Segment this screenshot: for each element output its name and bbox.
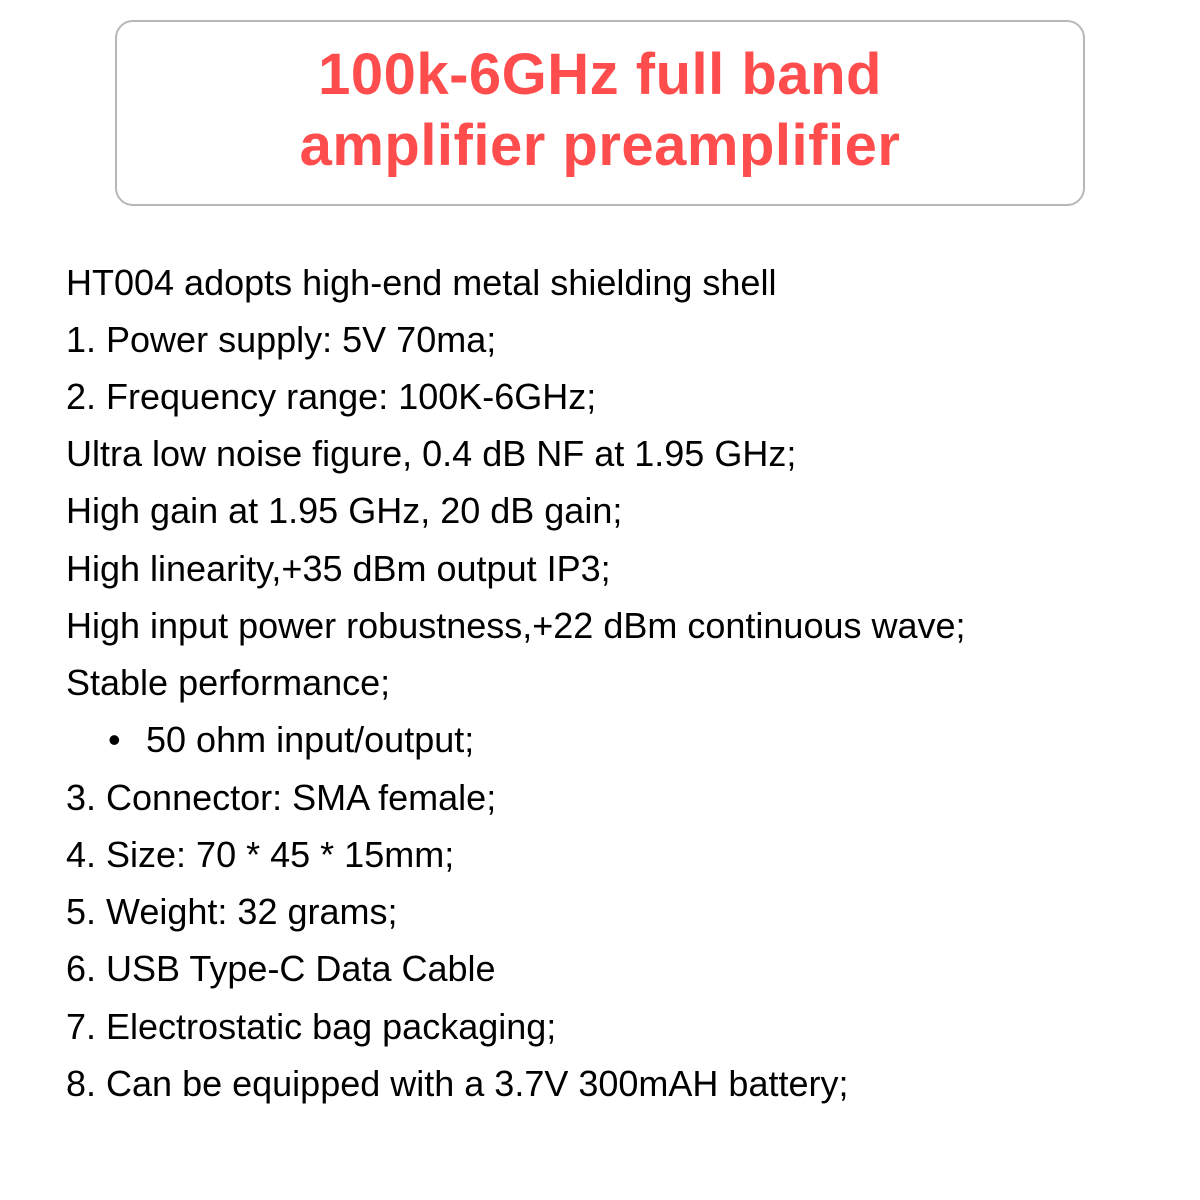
spec-bullet-row: • 50 ohm input/output; <box>66 711 1140 768</box>
spec-line: Ultra low noise figure, 0.4 dB NF at 1.9… <box>66 425 1140 482</box>
title-line-1: 100k-6GHz full band <box>157 40 1043 111</box>
spec-line: 8. Can be equipped with a 3.7V 300mAH ba… <box>66 1055 1140 1112</box>
title-box: 100k-6GHz full band amplifier preamplifi… <box>115 20 1085 206</box>
spec-line: High gain at 1.95 GHz, 20 dB gain; <box>66 482 1140 539</box>
spec-bullet-text: 50 ohm input/output; <box>146 719 474 760</box>
spec-line: HT004 adopts high-end metal shielding sh… <box>66 254 1140 311</box>
spec-line: High input power robustness,+22 dBm cont… <box>66 597 1140 654</box>
spec-line: High linearity,+35 dBm output IP3; <box>66 540 1140 597</box>
spec-line: 4. Size: 70 * 45 * 15mm; <box>66 826 1140 883</box>
spec-line: 6. USB Type-C Data Cable <box>66 940 1140 997</box>
spec-line: Stable performance; <box>66 654 1140 711</box>
spec-line: 3. Connector: SMA female; <box>66 769 1140 826</box>
spec-body: HT004 adopts high-end metal shielding sh… <box>60 254 1140 1113</box>
spec-line: 1. Power supply: 5V 70ma; <box>66 311 1140 368</box>
title-line-2: amplifier preamplifier <box>157 111 1043 182</box>
product-spec-document: 100k-6GHz full band amplifier preamplifi… <box>60 0 1140 1112</box>
spec-line: 5. Weight: 32 grams; <box>66 883 1140 940</box>
spec-line: 7. Electrostatic bag packaging; <box>66 998 1140 1055</box>
bullet-icon: • <box>108 711 136 768</box>
spec-line: 2. Frequency range: 100K-6GHz; <box>66 368 1140 425</box>
